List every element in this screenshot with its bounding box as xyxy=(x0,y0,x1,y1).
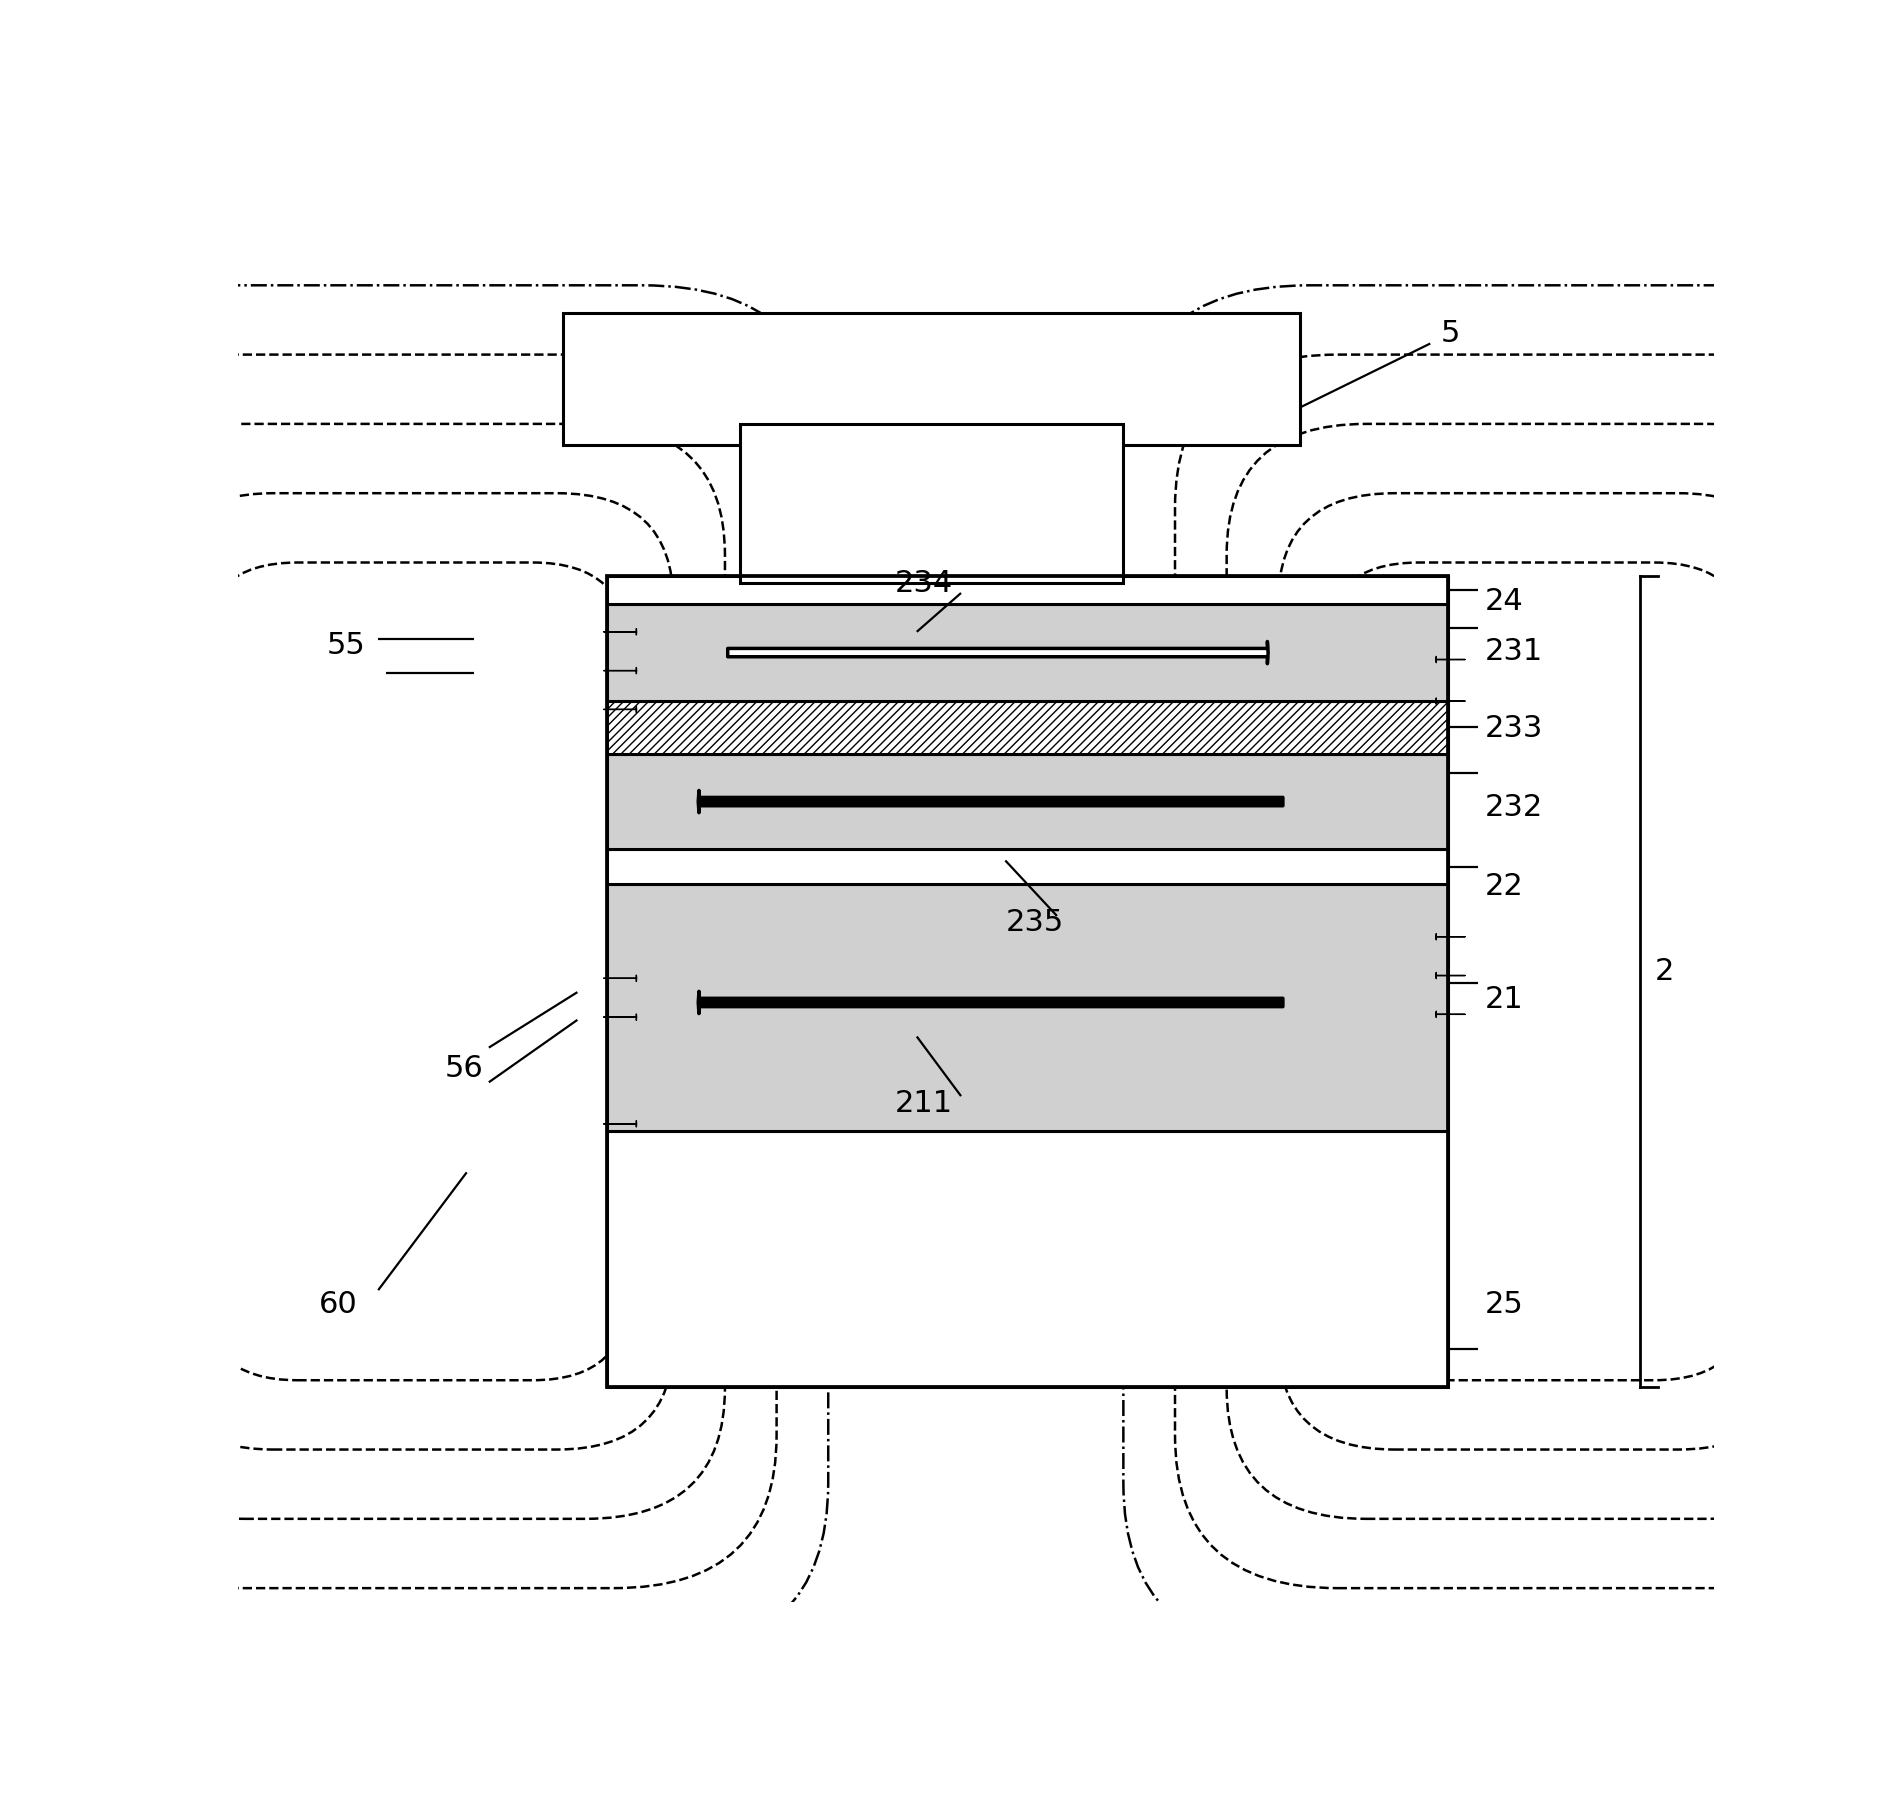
Bar xyxy=(607,884,1449,1130)
Bar xyxy=(607,576,1449,1388)
Text: 234: 234 xyxy=(895,569,952,598)
Bar xyxy=(607,700,1449,754)
Text: 55: 55 xyxy=(327,632,366,661)
Text: 21: 21 xyxy=(1485,985,1523,1013)
Text: 60: 60 xyxy=(320,1289,358,1319)
Text: 22: 22 xyxy=(1485,873,1523,902)
Bar xyxy=(607,605,1449,702)
Bar xyxy=(607,754,1449,850)
Text: 211: 211 xyxy=(895,1089,952,1118)
Text: 232: 232 xyxy=(1485,794,1542,823)
Bar xyxy=(607,576,1449,605)
Text: 231: 231 xyxy=(1485,637,1542,666)
Text: 25: 25 xyxy=(1485,1289,1523,1319)
Text: 233: 233 xyxy=(1485,715,1544,743)
Text: 24: 24 xyxy=(1485,587,1523,616)
Bar xyxy=(564,313,1300,445)
Text: 235: 235 xyxy=(1005,909,1064,938)
Text: 56: 56 xyxy=(446,1053,484,1084)
Bar xyxy=(739,425,1123,583)
Text: 2: 2 xyxy=(1655,958,1674,986)
Bar xyxy=(607,1130,1449,1388)
Bar xyxy=(607,850,1449,884)
Text: 5: 5 xyxy=(1441,319,1460,349)
